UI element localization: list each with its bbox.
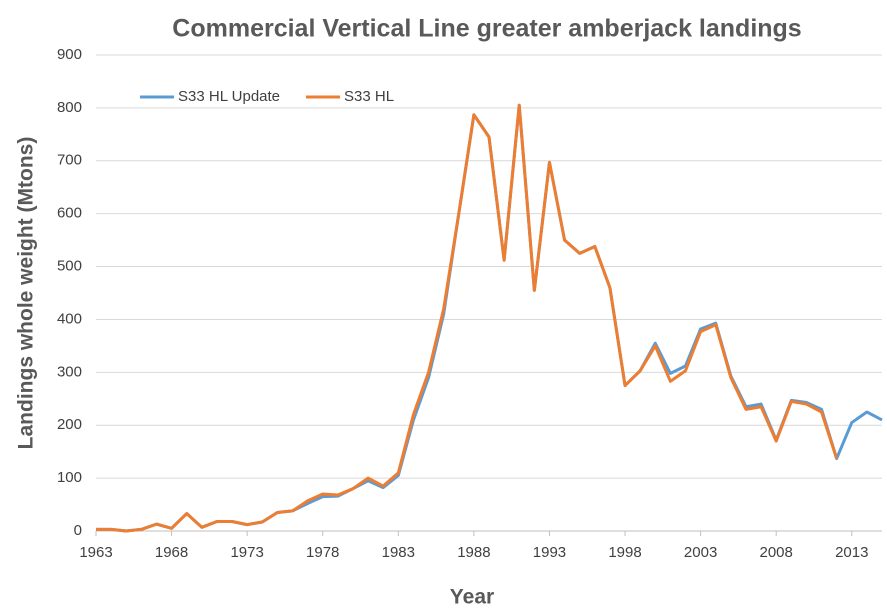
y-tick-label: 100 (57, 469, 82, 486)
y-tick-label: 900 (57, 46, 82, 63)
x-tick-label: 2008 (760, 544, 793, 561)
x-tick-label: 1993 (533, 544, 566, 561)
y-tick-label: 800 (57, 99, 82, 116)
y-tick-label: 600 (57, 205, 82, 222)
x-tick-label: 1963 (79, 544, 112, 561)
y-tick-label: 500 (57, 258, 82, 275)
y-tick-label: 300 (57, 363, 82, 380)
x-tick-label: 1983 (382, 544, 415, 561)
x-tick-label: 1968 (155, 544, 188, 561)
y-tick-label: 700 (57, 152, 82, 169)
x-tick-label: 2003 (684, 544, 717, 561)
chart-title: Commercial Vertical Line greater amberja… (172, 15, 801, 43)
y-tick-label: 200 (57, 416, 82, 433)
legend-label: S33 HL (344, 88, 394, 105)
y-tick-label: 400 (57, 310, 82, 327)
y-tick-label: 0 (74, 522, 82, 539)
x-tick-label: 1978 (306, 544, 339, 561)
x-tick-label: 1998 (608, 544, 641, 561)
x-axis-label: Year (450, 586, 494, 609)
y-axis-label: Landings whole weight (Mtons) (15, 137, 38, 450)
x-tick-label: 2013 (835, 544, 868, 561)
legend-label: S33 HL Update (178, 88, 280, 105)
series-line (96, 103, 883, 533)
x-tick-label: 1988 (457, 544, 490, 561)
series-line (96, 103, 839, 533)
x-tick-label: 1973 (230, 544, 263, 561)
